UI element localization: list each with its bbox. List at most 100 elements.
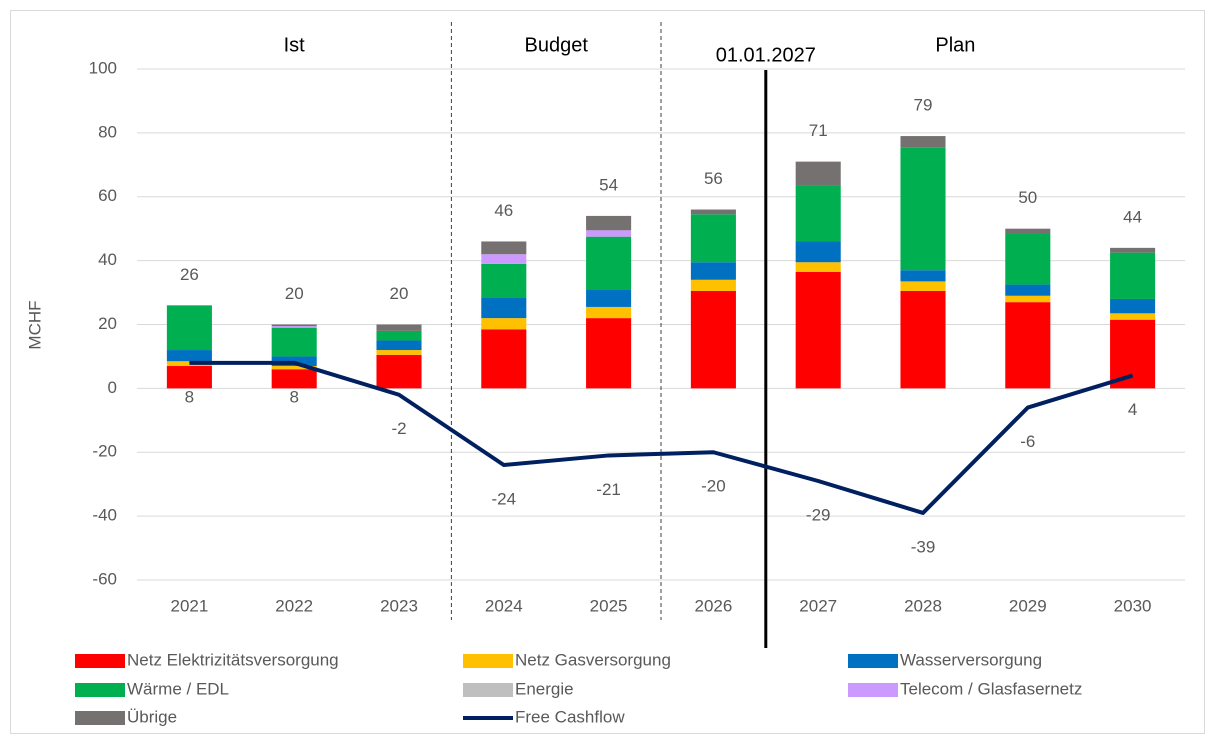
bar-segment bbox=[690, 290, 736, 389]
total-label: 50 bbox=[1018, 188, 1037, 207]
legend-swatch bbox=[463, 654, 513, 668]
x-tick-label: 2030 bbox=[1114, 596, 1152, 615]
line-data-label: -29 bbox=[806, 505, 831, 524]
legend-swatch bbox=[75, 683, 125, 697]
y-tick-label: 20 bbox=[98, 314, 117, 333]
x-tick-label: 2028 bbox=[904, 596, 942, 615]
x-tick-label: 2027 bbox=[799, 596, 837, 615]
bar-segment bbox=[586, 318, 632, 389]
total-label: 56 bbox=[704, 169, 723, 188]
bar-segment bbox=[690, 209, 736, 215]
bar-segment bbox=[900, 147, 946, 271]
total-label: 44 bbox=[1123, 207, 1142, 226]
y-tick-label: 60 bbox=[98, 186, 117, 205]
x-tick-label: 2022 bbox=[275, 596, 313, 615]
bar-segment bbox=[795, 161, 841, 186]
bar-segment bbox=[481, 329, 527, 389]
bar-segment bbox=[166, 366, 212, 389]
bar-segment bbox=[1110, 252, 1156, 299]
bar-segment bbox=[481, 241, 527, 255]
bar-segment bbox=[1110, 247, 1156, 253]
bar-segment bbox=[795, 262, 841, 272]
bar-segment bbox=[690, 279, 736, 291]
x-tick-label: 2023 bbox=[380, 596, 418, 615]
line-data-label: 8 bbox=[289, 387, 298, 406]
bar-segment bbox=[271, 369, 317, 389]
bar-segment bbox=[690, 262, 736, 280]
legend-label: Free Cashflow bbox=[515, 707, 625, 726]
x-tick-label: 2029 bbox=[1009, 596, 1047, 615]
bar-segment bbox=[166, 350, 212, 362]
bar-segment bbox=[586, 215, 632, 231]
total-label: 46 bbox=[494, 201, 513, 220]
line-data-label: -6 bbox=[1020, 432, 1035, 451]
bar-segment bbox=[900, 281, 946, 291]
y-tick-label: -20 bbox=[92, 442, 117, 461]
y-tick-label: 100 bbox=[89, 58, 117, 77]
bar-segment bbox=[586, 236, 632, 290]
y-tick-label: 0 bbox=[108, 378, 117, 397]
total-label: 20 bbox=[390, 284, 409, 303]
legend-swatch bbox=[463, 683, 513, 697]
bar-segment bbox=[376, 350, 422, 355]
bar-segment bbox=[586, 230, 632, 237]
bar-segment bbox=[481, 254, 527, 264]
bar-segment bbox=[690, 214, 736, 263]
bar-segment bbox=[1110, 298, 1156, 314]
legend-swatch bbox=[848, 654, 898, 668]
total-label: 71 bbox=[809, 121, 828, 140]
bar-segment bbox=[1005, 233, 1051, 285]
bar-segment bbox=[271, 326, 317, 328]
bar-segment bbox=[795, 241, 841, 263]
bar-segment bbox=[271, 324, 317, 327]
legend-label: Wasserversorgung bbox=[900, 650, 1042, 669]
bar-segment bbox=[1110, 313, 1156, 320]
y-axis-label: MCHF bbox=[25, 300, 44, 349]
legend-label: Wärme / EDL bbox=[127, 679, 229, 698]
total-label: 54 bbox=[599, 175, 618, 194]
legend-swatch bbox=[848, 683, 898, 697]
bar-segment bbox=[376, 324, 422, 331]
legend-label: Energie bbox=[515, 679, 574, 698]
line-data-label: -2 bbox=[391, 419, 406, 438]
bar-segment bbox=[376, 340, 422, 351]
x-tick-label: 2026 bbox=[694, 596, 732, 615]
bar-segment bbox=[795, 271, 841, 389]
bar-segment bbox=[795, 185, 841, 242]
bar-segment bbox=[271, 327, 317, 357]
line-data-label: -24 bbox=[492, 490, 517, 509]
legend-label: Übrige bbox=[127, 707, 177, 726]
bar-segment bbox=[481, 263, 527, 298]
bar-segment bbox=[900, 290, 946, 389]
x-tick-label: 2021 bbox=[170, 596, 208, 615]
bar-segment bbox=[166, 305, 212, 351]
total-label: 79 bbox=[914, 96, 933, 115]
line-series bbox=[189, 360, 1134, 515]
bar-segment bbox=[1005, 302, 1051, 389]
bar-segment bbox=[900, 136, 946, 148]
bar-segment bbox=[1005, 228, 1051, 234]
legend-swatch bbox=[75, 654, 125, 668]
total-label: 26 bbox=[180, 265, 199, 284]
annotation: 01.01.2027 bbox=[716, 44, 816, 66]
y-tick-label: -40 bbox=[92, 506, 117, 525]
legend-label: Netz Gasversorgung bbox=[515, 650, 671, 669]
bar-segment bbox=[1110, 319, 1156, 389]
y-tick-label: 40 bbox=[98, 250, 117, 269]
line-data-label: -39 bbox=[911, 537, 936, 556]
y-tick-label: -60 bbox=[92, 569, 117, 588]
bar-segment bbox=[271, 366, 317, 370]
x-tick-label: 2024 bbox=[485, 596, 523, 615]
legend-label: Netz Elektrizitätsversorgung bbox=[127, 650, 339, 669]
line-data-label: -20 bbox=[701, 477, 726, 496]
bar-segment bbox=[1005, 284, 1051, 296]
line-data-label: -21 bbox=[596, 480, 621, 499]
section-label: Ist bbox=[284, 34, 306, 56]
bar-segment bbox=[481, 318, 527, 330]
legend-swatch bbox=[75, 711, 125, 725]
section-label: Budget bbox=[525, 34, 589, 56]
bar-segment bbox=[586, 306, 632, 319]
y-tick-label: 80 bbox=[98, 122, 117, 141]
bar-segment bbox=[376, 354, 422, 389]
